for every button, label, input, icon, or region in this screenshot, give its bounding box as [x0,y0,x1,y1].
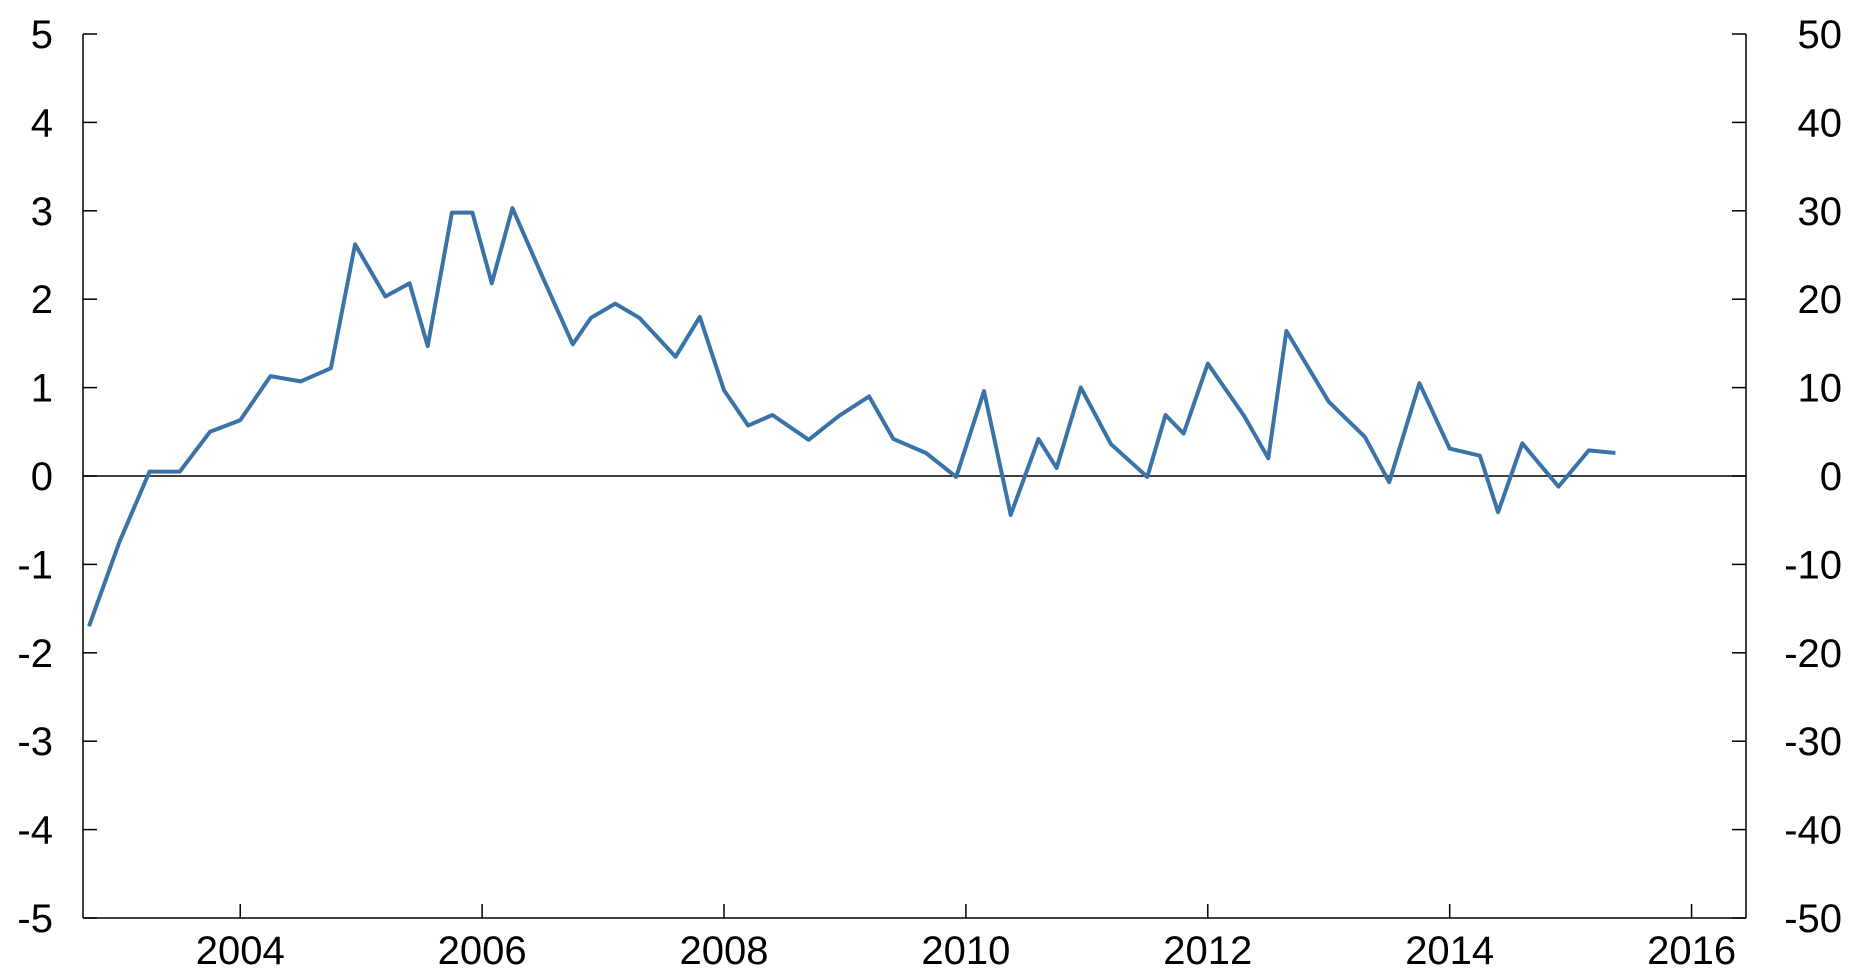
right-y-tick-label: 0 [1820,455,1842,499]
right-y-tick-label: 50 [1798,13,1843,57]
left-y-tick-label: -4 [17,809,53,853]
right-y-tick-label: -30 [1784,720,1842,764]
tick-labels: 5 50 4 40 3 30 2 20 1 10 0 0 -1 -10 -2 -20 -3 -30 -4 -40 -5 -… [17,13,1842,970]
left-y-tick-label: 2 [31,278,53,322]
x-tick-label: 2008 [680,929,769,970]
x-tick-label: 2010 [921,929,1010,970]
right-y-tick-label: -50 [1784,897,1842,941]
right-y-tick-label: 10 [1798,367,1843,411]
left-y-tick-label: -3 [17,720,53,764]
right-y-tick-label: -10 [1784,543,1842,587]
left-y-tick-label: -5 [17,897,53,941]
left-y-tick-label: 3 [31,190,53,234]
x-tick-label: 2012 [1163,929,1252,970]
x-tick-label: 2006 [438,929,527,970]
left-y-tick-label: 5 [31,13,53,57]
x-tick-label: 2016 [1647,929,1736,970]
left-y-tick-label: -2 [17,632,53,676]
series-group [87,206,1616,627]
plot-area: 5 50 4 40 3 30 2 20 1 10 0 0 -1 -10 -2 -20 -3 -30 -4 -40 -5 -… [17,13,1842,970]
right-y-tick-label: -20 [1784,632,1842,676]
right-y-tick-label: -40 [1784,809,1842,853]
right-y-tick-label: 30 [1798,190,1843,234]
x-tick-label: 2004 [196,929,285,970]
series-line [87,206,1616,627]
left-y-tick-label: 0 [31,455,53,499]
left-y-tick-label: 4 [31,101,53,145]
axis-ticks [83,33,1746,919]
left-y-tick-label: 1 [31,367,53,411]
right-y-tick-label: 40 [1798,101,1843,145]
right-y-tick-label: 20 [1798,278,1843,322]
x-tick-label: 2014 [1405,929,1494,970]
left-y-tick-label: -1 [17,543,53,587]
